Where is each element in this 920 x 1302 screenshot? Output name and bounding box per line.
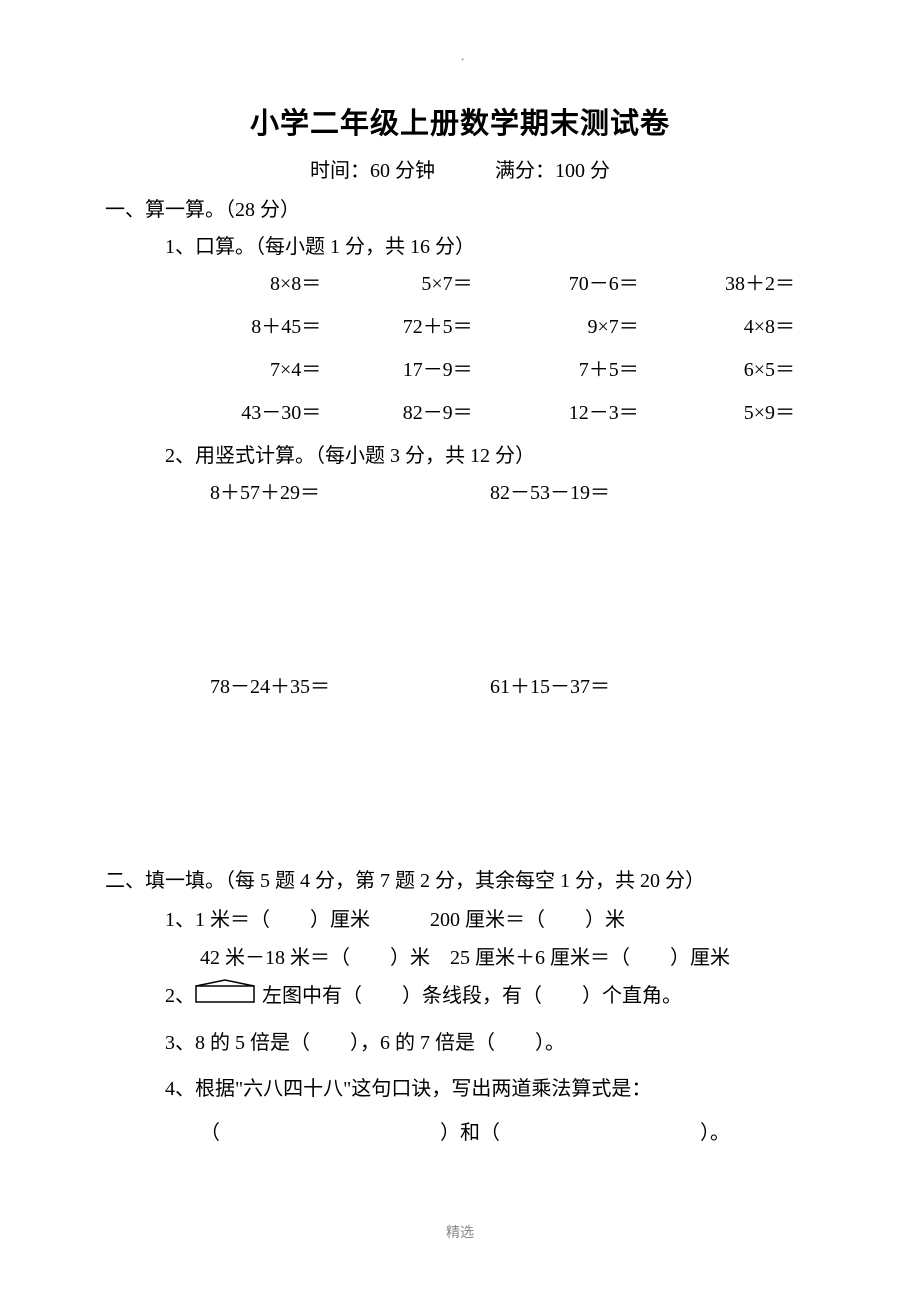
q2-heading: 2、用竖式计算。（每小题 3 分，共 12 分） [165,439,805,468]
section-2-heading: 二、填一填。（每 5 题 4 分，第 7 题 2 分，其余每空 1 分，共 20… [105,864,805,893]
vert-cell: 82－53－19＝ [490,476,770,505]
exam-subtitle: 时间：60 分钟 满分：100 分 [115,154,805,183]
vert-cell: 78－24＋35＝ [210,670,490,699]
calc-row: 8＋45＝ 72＋5＝ 9×7＝ 4×8＝ [175,310,805,339]
fill-q4-line1: 4、根据"六八四十八"这句口诀，写出两道乘法算式是： [165,1070,805,1108]
page-footer: 精选 [0,1222,920,1242]
calc-cell: 4×8＝ [649,310,805,339]
calc-cell: 8×8＝ [175,267,331,296]
vert-cell: 8＋57＋29＝ [210,476,490,505]
fill-q4-line2: （ ）和（ ）。 [200,1114,805,1152]
calc-cell: 38＋2＝ [649,267,805,296]
calc-cell: 8＋45＝ [175,310,331,339]
calc-cell: 6×5＝ [649,353,805,382]
calc-cell: 17－9＝ [331,353,482,382]
calc-row: 8×8＝ 5×7＝ 70－6＝ 38＋2＝ [175,267,805,296]
fill-q2-prefix: 2、 [165,985,195,1007]
calc-cell: 7×4＝ [175,353,331,382]
calc-row: 7×4＝ 17－9＝ 7＋5＝ 6×5＝ [175,353,805,382]
fill-q2: 2、 左图中有（ ）条线段，有（ ）个直角。 [165,977,805,1016]
calc-cell: 5×9＝ [649,396,805,425]
vertical-calc-grid: 8＋57＋29＝ 82－53－19＝ 78－24＋35＝ 61＋15－37＝ [210,476,805,864]
fill-q3: 3、8 的 5 倍是（ ），6 的 7 倍是（ ）。 [165,1024,805,1062]
fill-q1-line2: 42 米－18 米＝（ ）米 25 厘米＋6 厘米＝（ ）厘米 [200,939,805,977]
calc-row: 43－30＝ 82－9＝ 12－3＝ 5×9＝ [175,396,805,425]
vert-cell: 61＋15－37＝ [490,670,770,699]
q1-heading: 1、口算。（每小题 1 分，共 16 分） [165,230,805,259]
calc-cell: 70－6＝ [483,267,649,296]
section-1-heading: 一、算一算。（28 分） [105,193,805,222]
time-label: 时间：60 分钟 [310,160,435,182]
vert-row: 78－24＋35＝ 61＋15－37＝ [210,670,805,699]
page-header-mark: ． [460,48,471,64]
calc-cell: 9×7＝ [483,310,649,339]
work-space [210,505,805,670]
fill-q2-text: 左图中有（ ）条线段，有（ ）个直角。 [257,985,682,1007]
mental-calc-grid: 8×8＝ 5×7＝ 70－6＝ 38＋2＝ 8＋45＝ 72＋5＝ 9×7＝ 4… [175,267,805,425]
calc-cell: 43－30＝ [175,396,331,425]
vert-row: 8＋57＋29＝ 82－53－19＝ [210,476,805,505]
calc-cell: 7＋5＝ [483,353,649,382]
calc-cell: 72＋5＝ [331,310,482,339]
work-space [210,699,805,864]
envelope-icon [195,978,255,1016]
calc-cell: 5×7＝ [331,267,482,296]
exam-title: 小学二年级上册数学期末测试卷 [115,100,805,142]
calc-cell: 82－9＝ [331,396,482,425]
score-label: 满分：100 分 [495,160,610,182]
calc-cell: 12－3＝ [483,396,649,425]
fill-q1-line1: 1、1 米＝（ ）厘米 200 厘米＝（ ）米 [165,901,805,939]
